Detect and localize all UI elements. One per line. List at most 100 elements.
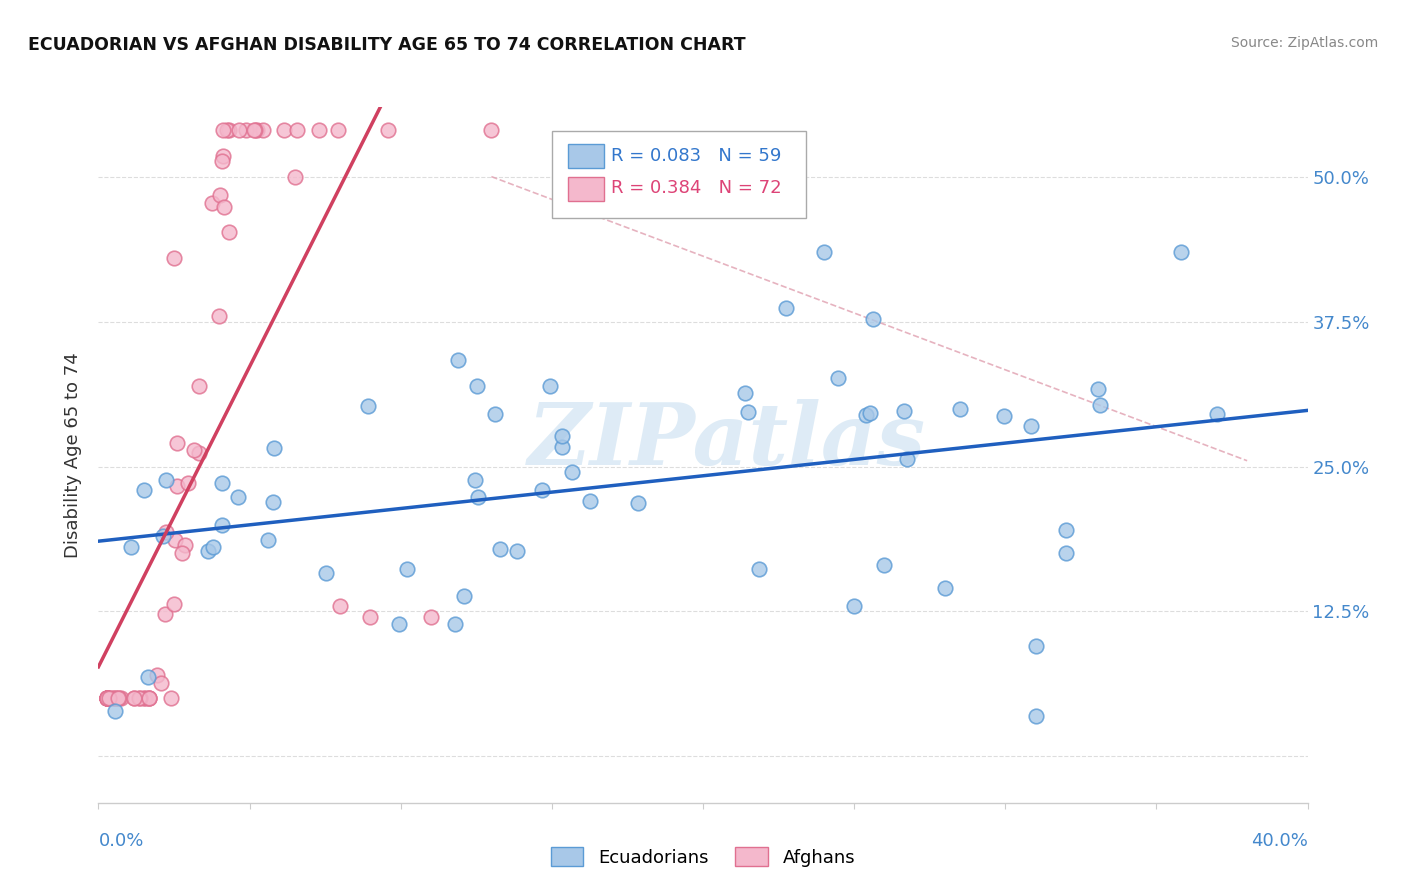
Point [98,691,121,706]
Point [285,123,308,137]
Point [1054,523,1077,537]
Point [211,476,233,491]
Point [209,187,232,202]
Point [859,406,882,420]
Point [138,691,160,706]
Point [252,123,274,137]
Point [357,399,380,413]
Point [176,475,198,490]
Point [132,483,155,497]
Point [329,599,352,613]
Point [138,691,160,706]
Point [218,225,240,239]
Point [315,566,337,580]
Point [96,691,118,706]
Point [551,441,574,455]
Point [855,408,877,422]
Point [775,301,797,315]
Point [214,201,236,215]
Point [100,691,122,706]
Point [388,616,411,631]
Point [1090,398,1112,412]
Point [1170,245,1192,260]
Point [934,582,956,596]
Point [360,610,382,624]
FancyBboxPatch shape [568,144,603,169]
Point [107,691,129,706]
Point [107,691,129,706]
Text: 0.0%: 0.0% [98,831,143,850]
Point [215,123,238,137]
Point [1087,382,1109,396]
Point [464,473,486,487]
Point [103,691,125,706]
Point [308,123,330,137]
Point [96,691,118,706]
Text: 40.0%: 40.0% [1251,831,1308,850]
Point [134,691,156,706]
Point [211,153,233,168]
Point [166,479,188,493]
Point [893,403,915,417]
Point [96,691,118,706]
Point [1024,639,1046,653]
Point [896,452,918,467]
Point [129,691,152,706]
Point [163,251,186,265]
Point [377,123,399,137]
Point [96,691,118,706]
Point [578,494,600,508]
Point [188,446,211,460]
Point [96,691,118,706]
Point [197,543,219,558]
FancyBboxPatch shape [568,177,603,201]
Point [96,691,118,706]
Point [212,149,235,163]
Point [104,704,127,718]
Point [873,558,896,573]
Point [96,691,118,706]
Point [212,123,235,137]
Point [134,691,156,706]
Point [96,691,118,706]
Point [263,441,285,455]
Point [734,386,756,401]
Point [246,123,269,137]
Point [1024,708,1046,723]
Point [993,409,1015,423]
Point [484,407,506,421]
Point [226,490,249,504]
Point [243,123,266,137]
Text: ECUADORIAN VS AFGHAN DISABILITY AGE 65 TO 74 CORRELATION CHART: ECUADORIAN VS AFGHAN DISABILITY AGE 65 T… [28,36,745,54]
Point [420,610,443,624]
Point [201,195,224,210]
Point [96,691,118,706]
Point [481,123,503,137]
Point [1206,407,1229,421]
Text: R = 0.384   N = 72: R = 0.384 N = 72 [612,179,782,197]
Point [183,442,205,457]
Point [1019,419,1042,434]
Point [208,309,231,323]
Point [506,543,529,558]
Y-axis label: Disability Age 65 to 74: Disability Age 65 to 74 [65,352,83,558]
Point [328,123,350,137]
Point [531,483,554,497]
Point [160,691,183,706]
Point [166,436,188,450]
Point [97,691,120,706]
Point [136,670,159,684]
Point [152,528,174,542]
Point [149,676,172,690]
Point [96,691,118,706]
Point [110,691,132,706]
FancyBboxPatch shape [551,131,806,219]
Point [187,379,209,393]
Point [827,370,849,384]
Point [949,401,972,416]
Point [138,691,160,706]
Point [96,691,118,706]
Point [120,541,142,555]
Point [447,353,470,368]
Point [273,123,295,137]
